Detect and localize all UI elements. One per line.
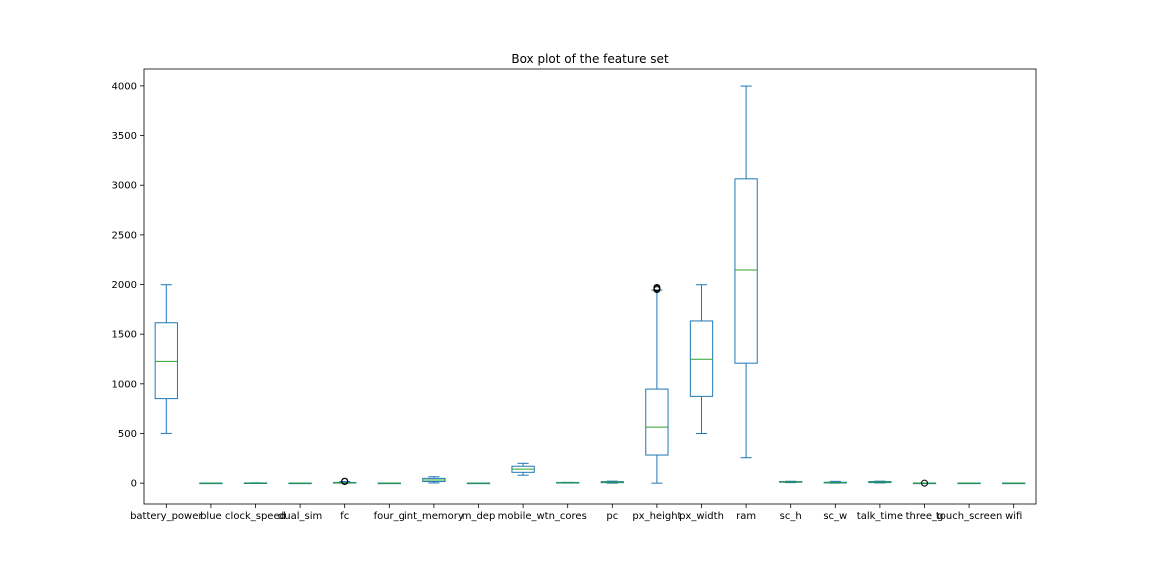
x-tick-label: clock_speed — [225, 511, 286, 522]
x-tick-label: three_g — [906, 511, 944, 522]
y-tick-label: 0 — [131, 479, 137, 490]
x-tick-label: px_height — [632, 511, 681, 522]
x-tick-label: four_g — [374, 511, 405, 522]
x-tick-label: ram — [736, 511, 756, 522]
y-tick-label: 4000 — [112, 81, 137, 92]
x-tick-label: dual_sim — [278, 511, 322, 522]
x-tick-label: blue — [200, 511, 222, 522]
outlier-point — [341, 477, 349, 485]
x-tick-label: mobile_wt — [498, 511, 549, 522]
x-tick-label: px_width — [679, 511, 724, 522]
iqr-box — [154, 322, 178, 400]
x-tick-label: wifi — [1005, 511, 1022, 522]
outlier-point — [653, 283, 661, 291]
x-tick-label: sc_w — [823, 511, 847, 522]
y-tick-label: 3000 — [112, 181, 137, 192]
y-tick-label: 500 — [118, 429, 137, 440]
x-tick-label: pc — [606, 511, 618, 522]
chart-title: Box plot of the feature set — [511, 52, 669, 66]
x-tick-label: int_memory — [404, 511, 464, 522]
iqr-box — [689, 320, 714, 397]
y-tick-label: 1500 — [112, 330, 137, 341]
y-tick-label: 1000 — [112, 379, 137, 390]
outlier-point — [921, 479, 928, 487]
y-tick-label: 2000 — [112, 280, 137, 291]
iqr-box — [734, 178, 758, 364]
x-tick-label: m_dep — [462, 511, 496, 522]
x-tick-label: talk_time — [857, 511, 903, 522]
x-tick-label: n_cores — [549, 511, 587, 522]
plot-area: 0 500 1000 1500 2000 2500 3000 3500 4000 battery_… — [112, 81, 1026, 522]
x-tick-label: fc — [340, 511, 349, 522]
x-tick-label: touch_screen — [936, 511, 1002, 522]
x-tick-label: battery_power — [130, 511, 203, 522]
iqr-box — [645, 388, 669, 456]
y-tick-label: 3500 — [112, 131, 137, 142]
y-tick-label: 2500 — [112, 230, 137, 241]
x-tick-label: sc_h — [780, 511, 802, 522]
axes-frame — [143, 68, 1037, 505]
